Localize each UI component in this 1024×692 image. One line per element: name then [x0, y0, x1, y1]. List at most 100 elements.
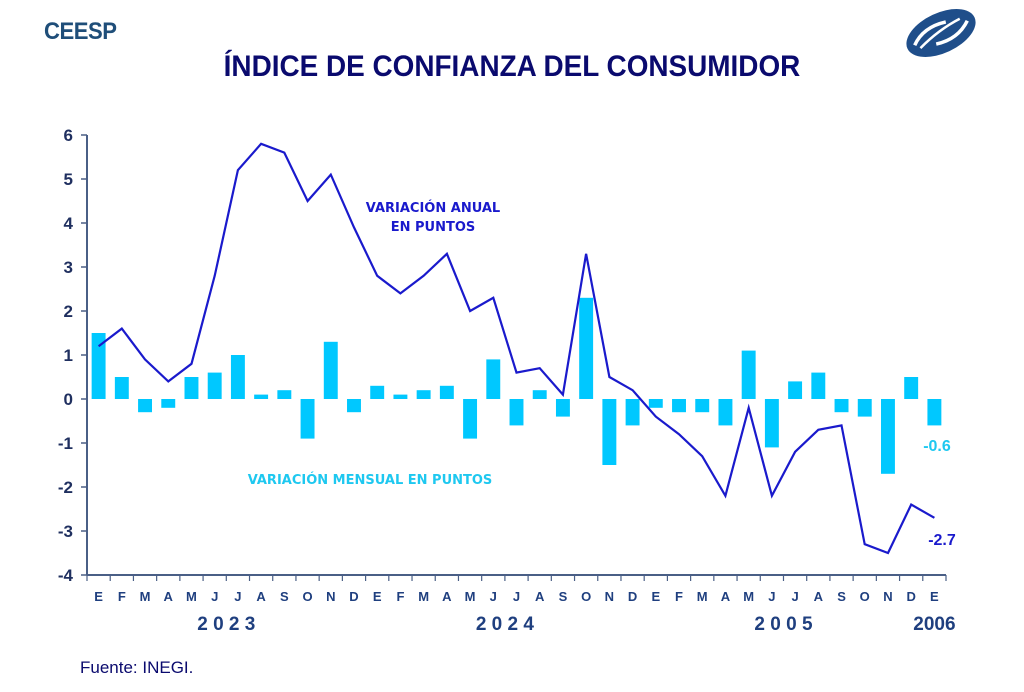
x-tick-label: S	[837, 589, 846, 604]
x-tick-label: F	[118, 589, 126, 604]
bar	[764, 399, 779, 448]
bar	[927, 399, 942, 426]
x-tick-label: M	[743, 589, 754, 604]
x-tick-label: J	[513, 589, 520, 604]
bar	[439, 385, 454, 399]
brand-name: CEESP	[44, 18, 117, 45]
year-label: 2 0 2 3	[197, 614, 255, 635]
bar	[230, 355, 245, 399]
x-tick-label: A	[721, 589, 731, 604]
monthly-series-label: VARIACIÓN MENSUAL EN PUNTOS	[248, 472, 493, 488]
bar	[880, 399, 895, 474]
bar	[811, 372, 826, 399]
bar	[277, 390, 292, 399]
chart-title: ÍNDICE DE CONFIANZA DEL CONSUMIDOR	[223, 50, 801, 83]
x-tick-label: D	[628, 589, 637, 604]
y-tick-label: 0	[64, 390, 73, 409]
x-tick-label: M	[140, 589, 151, 604]
x-tick-label: N	[326, 589, 335, 604]
y-tick-label: -2	[58, 478, 73, 497]
last-line-value-label: -2.7	[928, 532, 956, 549]
x-tick-label: S	[280, 589, 289, 604]
y-tick-label: 4	[64, 214, 74, 233]
bar	[648, 399, 663, 408]
bar	[741, 350, 756, 399]
bar	[486, 359, 501, 399]
x-tick-label: F	[675, 589, 683, 604]
bar	[254, 394, 269, 399]
year-label: 2 0 2 4	[476, 614, 535, 635]
x-tick-label: D	[906, 589, 915, 604]
y-tick-label: -1	[58, 434, 73, 453]
year-label: 2 0 0 5	[754, 614, 813, 635]
y-tick-label: 5	[64, 170, 73, 189]
ceesp-logo-icon	[906, 9, 976, 57]
bar	[323, 341, 338, 399]
annual-series-label-line2: EN PUNTOS	[391, 220, 476, 235]
x-tick-label: N	[883, 589, 892, 604]
y-tick-label: -4	[58, 566, 74, 585]
axes	[81, 134, 947, 581]
bar	[834, 399, 849, 413]
last-bar-value-label: -0.6	[923, 438, 951, 455]
x-tick-label: J	[490, 589, 497, 604]
bar	[672, 399, 686, 413]
bar	[161, 399, 176, 408]
bar	[532, 390, 547, 399]
annual-series-label-line1: VARIACIÓN ANUAL	[366, 200, 500, 216]
bar	[184, 377, 199, 399]
x-tick-label: M	[465, 589, 476, 604]
bar-series	[91, 297, 942, 474]
line-series	[97, 142, 935, 555]
bar	[393, 394, 408, 399]
x-tick-label: E	[930, 589, 939, 604]
bar	[555, 399, 570, 417]
bar	[207, 372, 222, 399]
source-note: Fuente: INEGI.	[80, 658, 194, 677]
bar	[509, 399, 524, 426]
year-label: 2006	[913, 614, 955, 635]
x-tick-label: M	[186, 589, 197, 604]
y-tick-label: 1	[64, 346, 73, 365]
x-tick-label: D	[349, 589, 358, 604]
x-tick-label: A	[535, 589, 545, 604]
bar	[904, 377, 919, 399]
bar	[625, 399, 640, 426]
bar	[857, 399, 872, 417]
x-tick-label: O	[302, 589, 312, 604]
bar	[602, 399, 617, 465]
bar	[788, 381, 803, 399]
bar	[463, 399, 478, 439]
x-tick-label: A	[814, 589, 824, 604]
x-tick-label: J	[234, 589, 241, 604]
x-tick-label: M	[418, 589, 429, 604]
x-tick-label: A	[164, 589, 174, 604]
bar	[347, 399, 361, 413]
x-tick-label: J	[791, 589, 798, 604]
x-tick-label: N	[605, 589, 614, 604]
bar	[114, 377, 129, 399]
x-tick-label: A	[256, 589, 266, 604]
x-tick-label: A	[442, 589, 452, 604]
x-tick-label: E	[651, 589, 660, 604]
x-tick-label: E	[94, 589, 103, 604]
x-tick-label: S	[559, 589, 568, 604]
bar	[579, 297, 594, 399]
bar	[416, 390, 431, 399]
x-tick-label: J	[768, 589, 775, 604]
x-tick-label: F	[396, 589, 404, 604]
x-tick-label: O	[581, 589, 591, 604]
x-tick-label: O	[860, 589, 870, 604]
y-tick-label: 2	[64, 302, 73, 321]
y-tick-label: 6	[64, 126, 73, 145]
bar	[138, 399, 153, 413]
y-tick-label: -3	[58, 522, 73, 541]
bar	[300, 399, 315, 439]
bar	[718, 399, 733, 426]
bar	[695, 399, 710, 413]
x-tick-label: M	[697, 589, 708, 604]
bar	[91, 333, 106, 399]
bar	[370, 385, 385, 399]
